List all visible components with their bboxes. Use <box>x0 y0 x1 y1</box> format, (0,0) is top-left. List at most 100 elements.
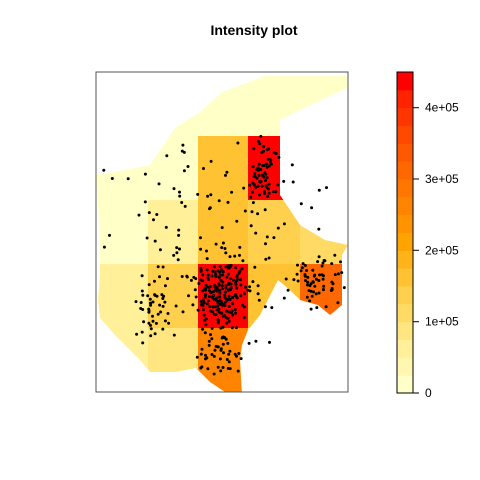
data-point <box>256 166 260 170</box>
data-point <box>205 249 208 253</box>
data-point <box>257 174 261 177</box>
data-point <box>242 305 246 309</box>
colorbar-tick-label: 2e+05 <box>425 243 459 257</box>
data-point <box>152 218 155 222</box>
data-point <box>306 275 310 279</box>
data-point <box>277 155 281 159</box>
data-point <box>259 168 263 171</box>
data-point <box>251 181 255 185</box>
colorbar-swatch <box>397 179 413 198</box>
data-point <box>141 293 145 297</box>
data-point <box>272 236 276 240</box>
data-point <box>161 304 165 308</box>
data-point <box>199 268 203 272</box>
data-point <box>220 226 224 230</box>
data-point <box>259 134 263 138</box>
data-point <box>175 246 179 250</box>
data-point <box>333 253 337 257</box>
data-point <box>235 286 239 290</box>
data-point <box>196 308 200 312</box>
data-point <box>181 143 185 147</box>
data-point <box>308 299 312 303</box>
data-point <box>209 159 213 163</box>
data-point <box>220 311 224 315</box>
data-point <box>240 267 244 271</box>
data-point <box>248 183 252 187</box>
data-point <box>256 284 260 288</box>
colorbar-swatch <box>397 303 413 323</box>
data-point <box>182 150 186 154</box>
data-point <box>206 367 210 371</box>
data-point <box>202 313 206 317</box>
data-point <box>134 300 138 304</box>
data-point <box>301 262 305 266</box>
data-point <box>320 264 324 268</box>
data-point <box>299 269 303 273</box>
data-point <box>155 294 159 298</box>
data-point <box>268 340 271 344</box>
data-point <box>228 255 232 259</box>
data-point <box>234 326 238 330</box>
data-point <box>263 208 267 212</box>
data-point <box>231 302 234 306</box>
data-point <box>205 268 209 272</box>
data-point <box>317 227 321 231</box>
data-point <box>254 231 258 235</box>
data-point <box>253 172 257 176</box>
data-point <box>181 310 185 314</box>
data-point <box>262 164 266 167</box>
data-point <box>336 272 340 276</box>
intensity-cell <box>96 328 148 392</box>
data-point <box>236 141 240 145</box>
data-point <box>254 339 258 343</box>
data-point <box>314 292 318 296</box>
data-point <box>251 201 255 205</box>
data-point <box>204 283 208 287</box>
data-point <box>161 265 165 269</box>
data-point <box>228 349 232 353</box>
data-point <box>218 295 222 299</box>
data-point <box>227 352 231 356</box>
data-point <box>249 224 253 228</box>
data-point <box>207 299 210 303</box>
data-point <box>231 296 235 299</box>
data-point <box>199 236 202 240</box>
colorbar-swatch <box>397 232 413 251</box>
colorbar-swatch <box>397 89 413 109</box>
data-point <box>223 304 227 308</box>
data-point <box>202 308 205 312</box>
data-point <box>227 319 231 323</box>
data-point <box>207 295 211 299</box>
data-point <box>145 236 149 240</box>
data-point <box>265 186 269 189</box>
data-point <box>187 294 190 298</box>
data-point <box>146 294 150 298</box>
data-point <box>317 279 321 282</box>
data-point <box>317 291 321 295</box>
data-point <box>235 219 239 223</box>
colorbar-frame <box>396 71 414 394</box>
data-point <box>180 201 184 204</box>
data-point <box>316 260 320 264</box>
data-point <box>276 183 280 187</box>
data-point <box>239 283 243 287</box>
data-point <box>226 298 230 302</box>
data-point <box>228 277 232 281</box>
data-point <box>291 180 295 184</box>
data-point <box>191 303 195 307</box>
data-point <box>102 168 106 172</box>
data-point <box>216 345 220 349</box>
data-point <box>208 305 212 309</box>
data-point <box>175 251 179 255</box>
data-point <box>340 271 344 275</box>
data-point <box>252 147 256 151</box>
data-point <box>225 170 229 174</box>
data-point <box>221 335 225 339</box>
data-point <box>339 260 342 264</box>
data-point <box>212 265 216 269</box>
colorbar: 0 1e+05 2e+05 3e+05 4e+05 <box>396 71 459 400</box>
data-point <box>211 294 215 298</box>
colorbar-swatch <box>397 196 413 216</box>
data-point <box>227 360 231 364</box>
